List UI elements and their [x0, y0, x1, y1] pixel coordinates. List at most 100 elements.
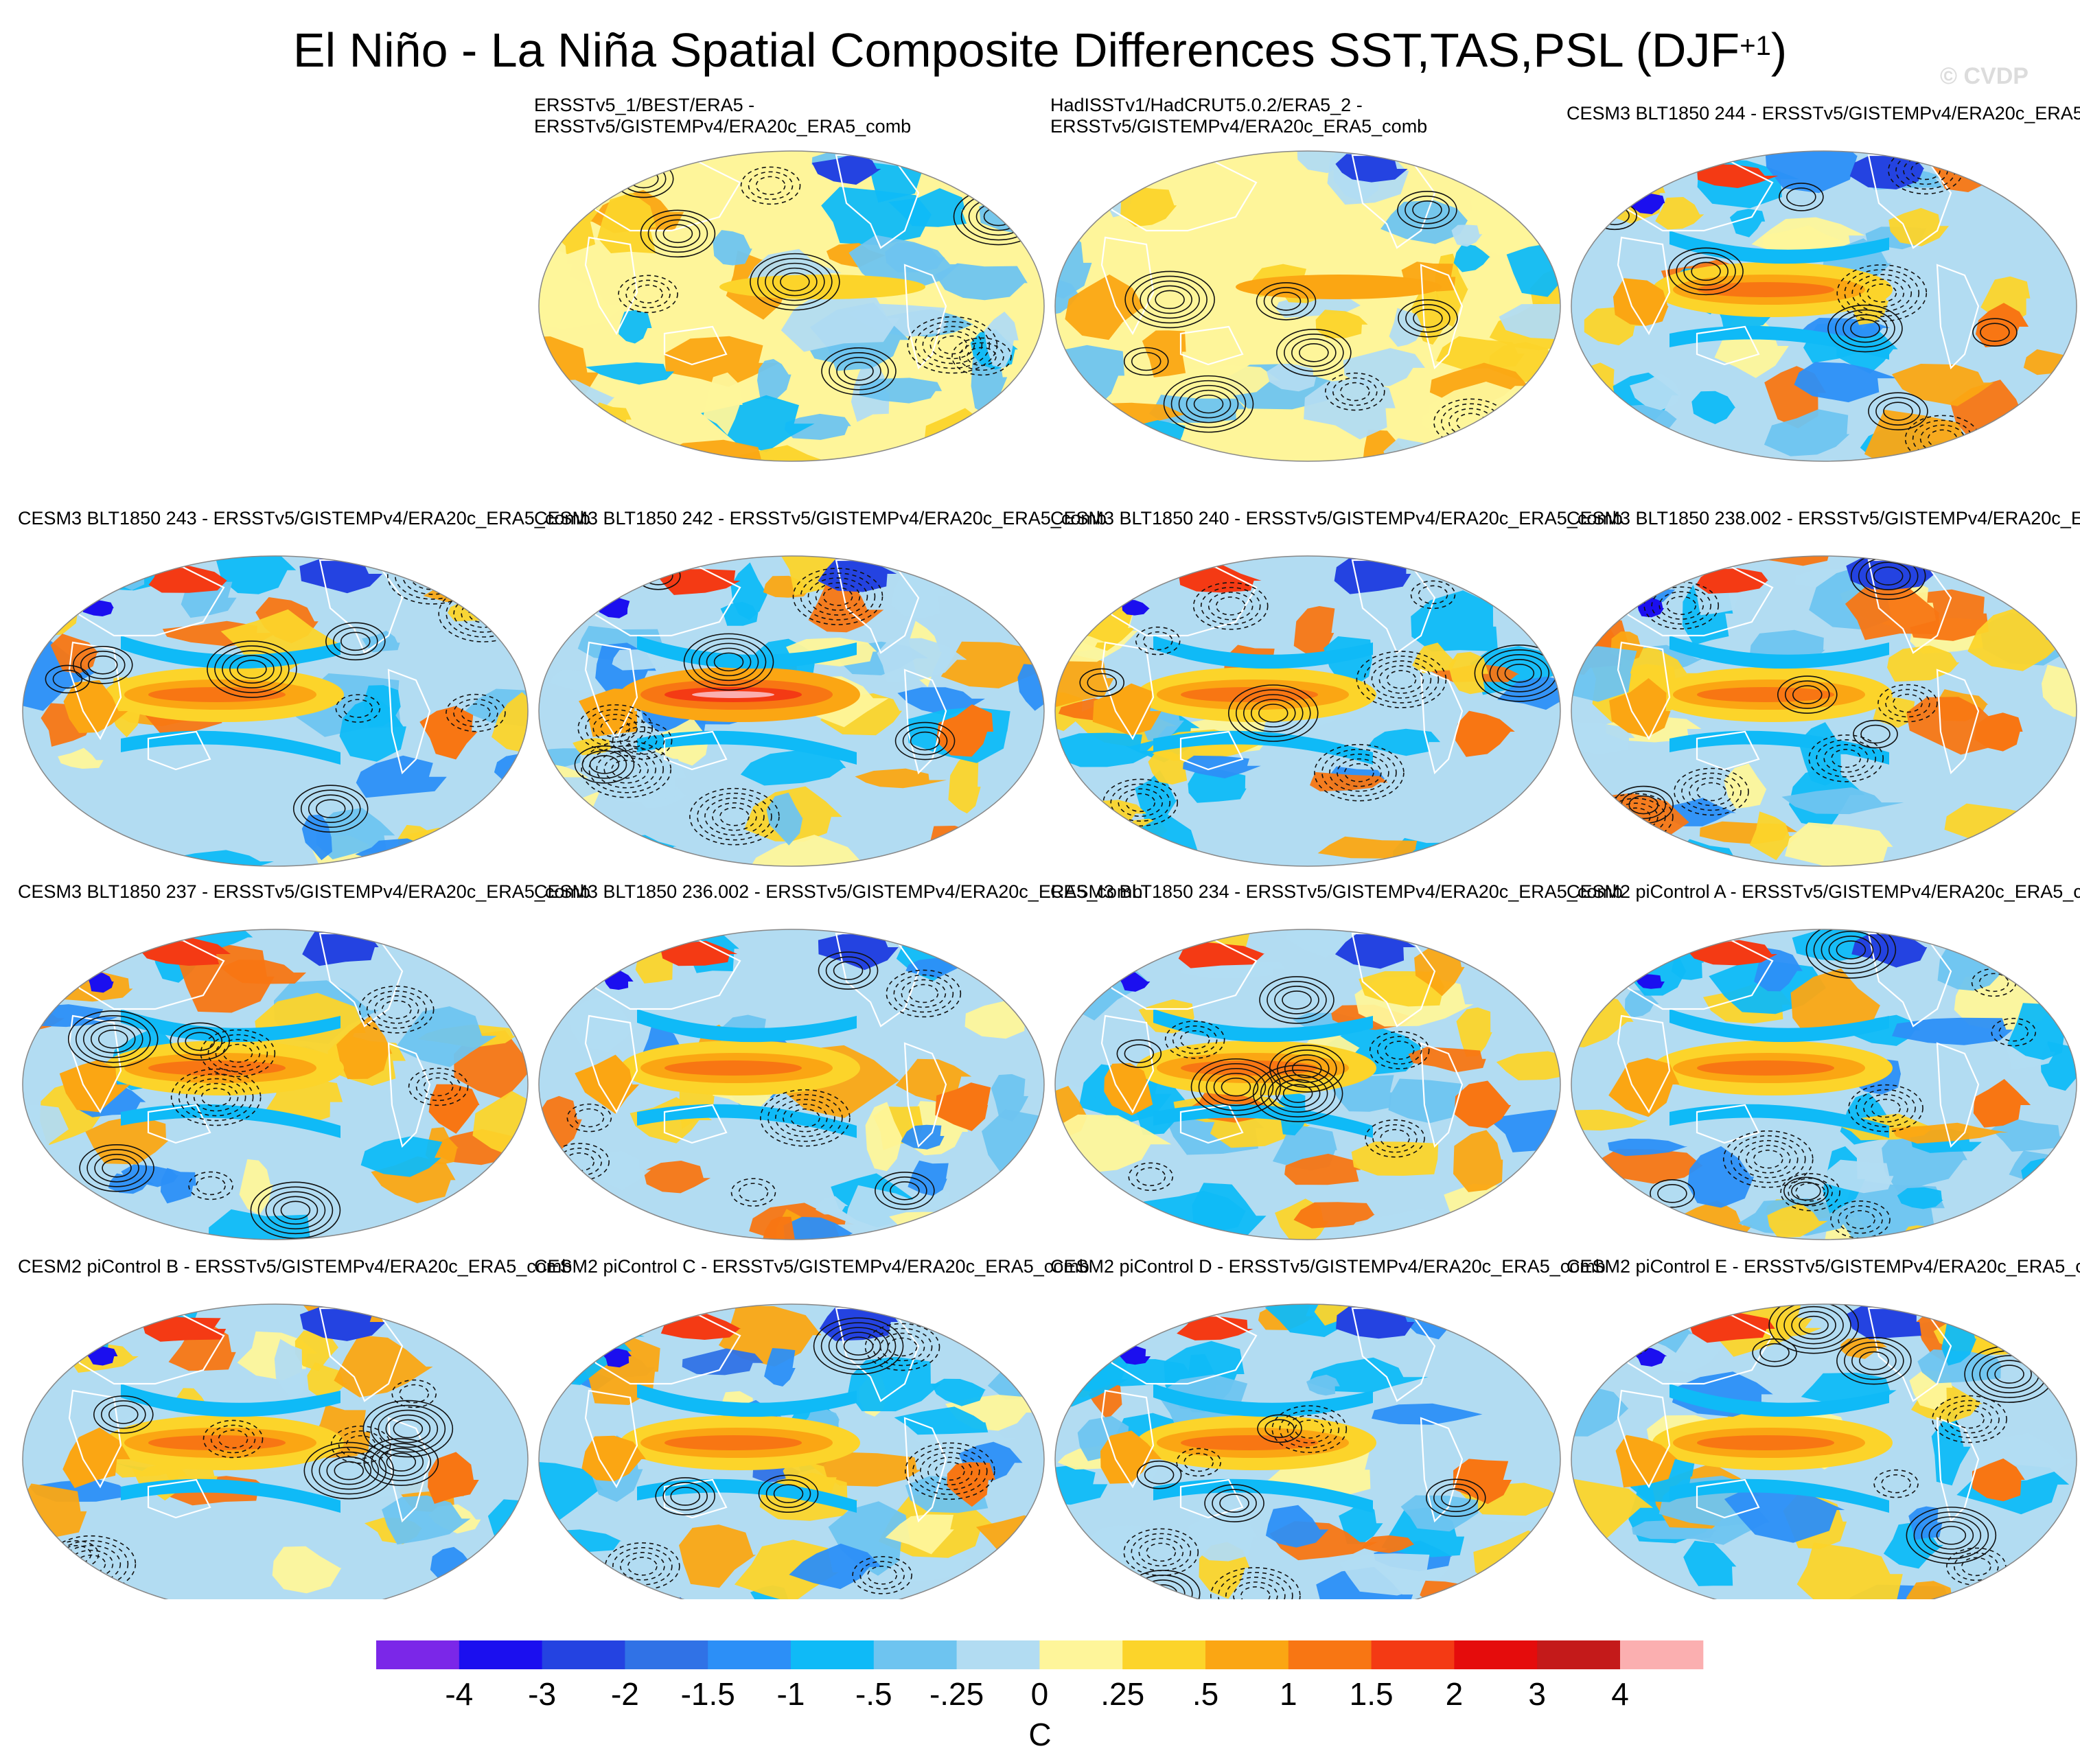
psl-contour — [325, 622, 386, 661]
map-panel: CESM2 piControl D - ERSSTv5/GISTEMPv4/ER… — [1050, 1256, 1606, 1599]
enso-warm-core — [692, 691, 774, 698]
anomaly-patch — [272, 1546, 342, 1594]
cold-horseshoe — [637, 1104, 857, 1138]
psl-contour — [1190, 1058, 1282, 1116]
psl-contour — [1138, 1537, 1184, 1567]
psl-contour — [800, 572, 876, 620]
psl-contour — [625, 279, 671, 309]
anomaly-patch — [935, 263, 1028, 301]
colorbar-cell — [1205, 1640, 1289, 1669]
panel-title: CESM2 piControl D - ERSSTv5/GISTEMPv4/ER… — [1050, 1256, 1606, 1277]
cold-horseshoe — [121, 636, 340, 669]
psl-contour — [408, 1067, 469, 1106]
psl-contour — [1147, 285, 1192, 314]
psl-contour — [200, 1029, 276, 1078]
coastline — [903, 264, 947, 370]
psl-contour — [1259, 976, 1334, 1024]
psl-contour — [218, 1429, 249, 1449]
cold-horseshoe — [121, 1104, 340, 1138]
coastline — [1606, 161, 1774, 232]
psl-contour — [1221, 1077, 1251, 1097]
psl-contour — [362, 1400, 454, 1458]
panel-title: CESM2 piControl E - ERSSTv5/GISTEMPv4/ER… — [1567, 1256, 2080, 1277]
psl-contour — [1321, 748, 1397, 797]
enso-warm-core — [1697, 282, 1834, 297]
psl-contour — [929, 330, 975, 360]
psl-contour — [1808, 734, 1884, 782]
cold-horseshoe — [1153, 1478, 1373, 1513]
psl-contour — [1332, 377, 1378, 406]
anomaly-patch — [294, 1330, 339, 1371]
anomaly-patch — [23, 929, 89, 953]
coastline — [1100, 641, 1155, 741]
colorbar-cell — [625, 1640, 708, 1669]
anomaly-patch — [32, 1557, 88, 1580]
psl-contour — [553, 1305, 614, 1345]
colorbar-tick-label: -1 — [777, 1676, 805, 1712]
psl-contour — [1657, 1184, 1687, 1203]
psl-contour — [178, 1073, 254, 1122]
atlantic-warm — [1454, 1080, 1512, 1128]
psl-contour — [1865, 561, 1911, 590]
anomaly-patch — [2027, 576, 2077, 609]
psl-contour — [662, 1482, 708, 1511]
anomaly-patch — [216, 556, 297, 594]
anomaly-patch — [1888, 208, 1949, 246]
psl-contour — [196, 1176, 226, 1196]
psl-contour — [852, 1556, 912, 1594]
psl-contour — [1369, 1031, 1430, 1069]
psl-contour — [1218, 1572, 1293, 1599]
colorbar-cell — [1039, 1640, 1123, 1669]
psl-contour — [1172, 1025, 1218, 1054]
colorbar-tick-label: -4 — [445, 1676, 473, 1712]
psl-contour — [655, 1477, 715, 1516]
psl-contour — [697, 792, 772, 841]
psl-contour — [1128, 1162, 1174, 1192]
anomaly-patch — [1453, 243, 1490, 272]
enso-warm-core — [665, 1060, 802, 1076]
psl-contour — [1274, 986, 1319, 1014]
asia-warm — [660, 940, 738, 966]
anomaly-patch — [1003, 929, 1044, 973]
psl-contour — [1144, 1465, 1175, 1485]
psl-contour — [592, 714, 638, 743]
anomaly-patch — [1457, 151, 1559, 181]
anomaly-patch — [1906, 1581, 1954, 1599]
psl-contour — [1363, 655, 1440, 704]
psl-contour — [438, 585, 528, 642]
map-panel: CESM3 BLT1850 234 - ERSSTv5/GISTEMPv4/ER… — [1050, 881, 1623, 1266]
psl-contour — [1784, 680, 1830, 709]
colorbar-tick-label: 1.5 — [1350, 1676, 1394, 1712]
psl-contour — [1183, 1452, 1214, 1472]
coastline — [1090, 566, 1258, 637]
coastline — [1090, 1314, 1258, 1385]
coastline — [1617, 1014, 1671, 1114]
coastline — [1420, 669, 1464, 775]
anomaly-patch — [679, 1524, 756, 1588]
anomaly-patch — [1170, 364, 1280, 397]
anomaly-patch — [1453, 1130, 1503, 1192]
cold-horseshoe — [1669, 1384, 1889, 1417]
coastline — [58, 939, 225, 1010]
psl-contour — [1198, 1063, 1274, 1111]
psl-contour — [750, 253, 840, 311]
colorbar-unit-label: C — [1028, 1717, 1052, 1752]
psl-contour — [1227, 684, 1319, 742]
psl-contour — [273, 1196, 319, 1225]
psl-contour — [1386, 670, 1417, 689]
psl-contour — [1398, 299, 1458, 338]
anomaly-patch — [83, 1304, 111, 1350]
psl-contour — [108, 1405, 139, 1424]
psl-contour — [1730, 1135, 1806, 1183]
psl-contour — [1828, 936, 1874, 964]
psl-contour — [1426, 1478, 1486, 1518]
anomaly-patch — [1065, 274, 1145, 340]
enso-warm-core — [1697, 687, 1834, 702]
psl-contour — [893, 974, 954, 1013]
anomaly-patch — [1343, 348, 1425, 386]
psl-contour — [453, 698, 498, 728]
psl-contour — [907, 316, 998, 374]
psl-contour — [706, 647, 752, 677]
coastline — [1606, 1314, 1774, 1385]
psl-contour — [1913, 1511, 1989, 1559]
